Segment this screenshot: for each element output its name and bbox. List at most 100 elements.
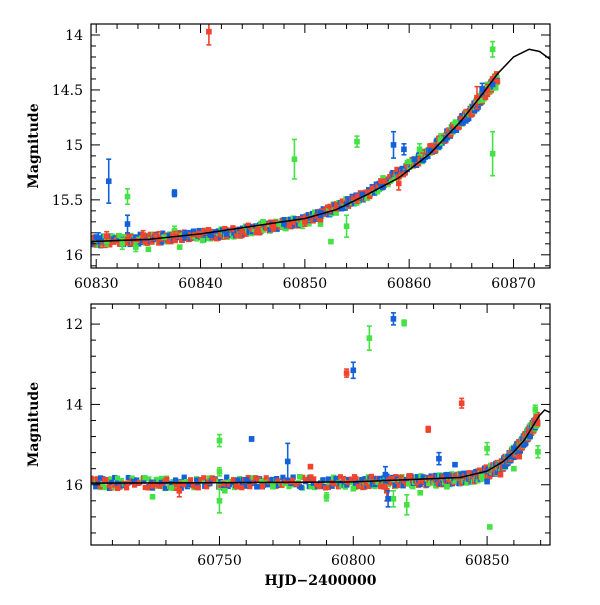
bottom-frame — [90, 303, 551, 546]
bottom-band-point-red — [335, 484, 341, 490]
top-band-point-blue — [136, 241, 142, 247]
bottom-band-point-red — [234, 484, 240, 490]
top-y-tick-label: 15.5 — [52, 193, 83, 209]
red-data-point — [255, 226, 261, 233]
bottom-band-point-red — [145, 485, 151, 491]
bottom-band-point-red — [150, 483, 156, 489]
bottom-band-point-blue — [517, 448, 523, 454]
red-data-point — [364, 189, 371, 195]
bottom-band-point-blue — [93, 484, 99, 490]
bottom-band-point-red — [289, 477, 295, 483]
green-data-point — [149, 494, 156, 500]
red-data-point — [124, 236, 131, 243]
bottom-band-point-green — [103, 485, 109, 491]
green-data-point — [171, 227, 178, 234]
bottom-band-point-red — [330, 481, 337, 487]
green-data-point — [291, 156, 298, 162]
bottom-band-point-blue — [125, 475, 131, 481]
blue-data-point — [223, 231, 230, 237]
bottom-band-point-red — [212, 477, 218, 483]
green-data-point — [354, 138, 360, 145]
blue-data-point — [382, 471, 389, 478]
green-data-point — [366, 335, 373, 341]
green-data-point — [270, 483, 276, 490]
bottom-band-point-blue — [112, 474, 118, 481]
green-data-point — [406, 158, 412, 165]
blue-data-point — [444, 471, 450, 478]
bottom-band-point-red — [177, 481, 184, 487]
blue-data-point — [254, 483, 260, 490]
bottom-band-point-red — [201, 475, 207, 481]
red-data-point — [489, 76, 496, 82]
bottom-band-point-red — [283, 478, 289, 484]
bottom-band-point-blue — [414, 474, 421, 480]
bottom-band-point-red — [303, 477, 309, 483]
bottom-y-tick-label: 12 — [65, 317, 83, 333]
bottom-band-point-red — [94, 476, 101, 482]
top-y-axis-title: Magnitude — [26, 103, 42, 188]
bottom-band-point-red — [385, 476, 392, 482]
blue-data-point — [442, 136, 449, 143]
blue-data-point — [527, 433, 533, 440]
green-data-point — [492, 84, 499, 91]
bottom-band-point-red — [230, 477, 237, 483]
bottom-band-point-blue — [173, 477, 179, 483]
bottom-band-point-red — [295, 481, 302, 487]
red-data-point — [474, 94, 480, 101]
green-data-point — [478, 473, 485, 480]
bottom-band-point-red — [142, 484, 148, 491]
bottom-band-point-green — [308, 484, 314, 490]
bottom-band-point-blue — [186, 481, 192, 488]
bottom-band-point-red — [124, 485, 130, 491]
bottom-band-point-red — [487, 473, 493, 479]
green-data-point — [216, 469, 223, 475]
top-band-point-blue — [292, 216, 298, 222]
red-data-point — [484, 87, 491, 93]
bottom-band-point-green — [406, 481, 412, 487]
blue-data-point — [390, 316, 397, 322]
bottom-band-point-green — [228, 478, 234, 484]
green-data-point — [275, 221, 282, 227]
top-y-tick-label: 16 — [65, 248, 83, 264]
bottom-y-tick-label: 14 — [65, 397, 83, 413]
bottom-band-point-green — [100, 481, 106, 487]
bottom-band-point-red — [378, 482, 384, 488]
blue-data-point — [105, 178, 112, 184]
top-model-curve — [91, 48, 550, 243]
top-band-point-blue — [274, 226, 280, 232]
bottom-band-point-red — [195, 485, 201, 491]
bottom-band-point-red — [204, 484, 210, 490]
bottom-x-tick-label: 60800 — [331, 553, 376, 569]
top-band-point-red — [207, 228, 213, 234]
top-band-point-blue — [196, 227, 202, 234]
red-data-point — [103, 233, 110, 239]
top-y-tick-label: 14.5 — [52, 83, 83, 99]
top-band-point-red — [456, 124, 462, 130]
bottom-band-point-blue — [325, 476, 331, 482]
bottom-band-point-blue — [280, 474, 286, 480]
red-data-point — [333, 205, 339, 212]
blue-data-point — [458, 120, 465, 126]
bottom-band-point-blue — [195, 481, 201, 487]
green-data-point — [133, 244, 139, 250]
bottom-band-point-blue — [337, 480, 343, 486]
bottom-band-point-blue — [265, 482, 271, 488]
red-data-point — [206, 28, 212, 35]
red-data-point — [302, 219, 308, 225]
top-band-point-blue — [372, 190, 378, 196]
red-data-point — [176, 487, 183, 494]
top-band-point-blue — [166, 232, 172, 238]
bottom-band-point-blue — [320, 477, 326, 483]
green-data-point — [453, 120, 459, 126]
bottom-band-point-red — [112, 482, 118, 488]
bottom-band-point-red — [209, 475, 215, 481]
bottom-band-point-blue — [359, 476, 365, 483]
bottom-band-point-red — [164, 476, 170, 482]
top-band-point-red — [147, 231, 154, 237]
bottom-band-point-green — [118, 478, 124, 484]
red-data-point — [516, 453, 523, 460]
bottom-band-point-blue — [310, 480, 316, 486]
green-data-point — [328, 238, 334, 245]
bottom-y-axis-title: Magnitude — [26, 382, 42, 467]
